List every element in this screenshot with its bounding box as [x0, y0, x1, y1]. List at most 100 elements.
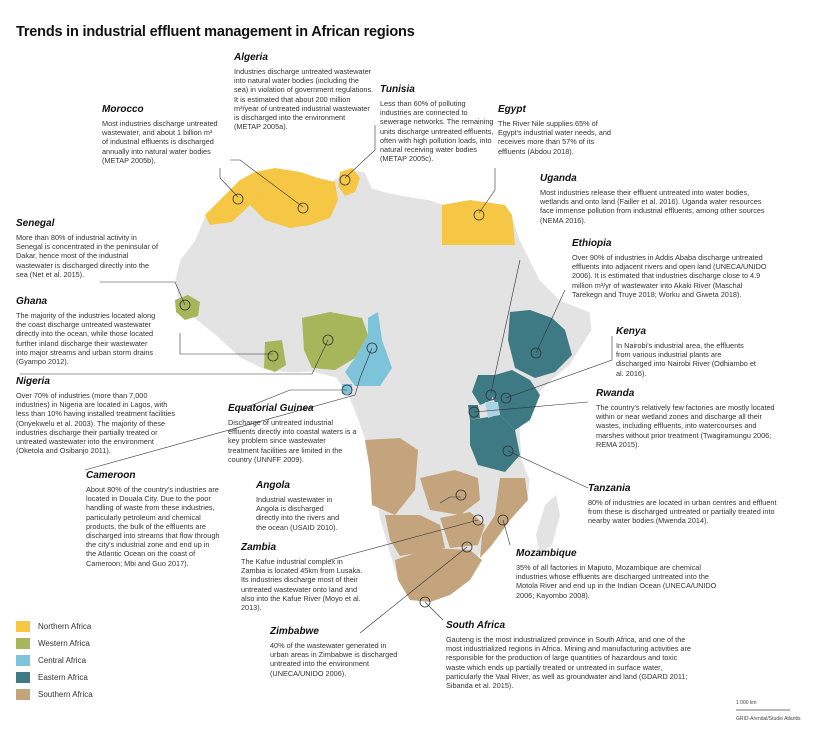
scale-label: 1 000 km — [736, 700, 757, 706]
marker-mozambique — [497, 514, 509, 526]
callout-senegal: Senegal More than 80% of industrial acti… — [16, 218, 161, 279]
leader-morocco — [219, 168, 239, 198]
callout-zambia-text: The Kafue industrial complex in Zambia i… — [241, 557, 363, 613]
callout-nigeria-name: Nigeria — [16, 376, 50, 387]
callout-tunisia-name: Tunisia — [380, 84, 415, 95]
callout-uganda: Uganda Most industries release their eff… — [540, 173, 775, 225]
legend-item-central-africa: Central Africa — [16, 652, 93, 669]
callout-south-africa: South Africa Gauteng is the most industr… — [446, 620, 691, 690]
marker-zambia — [472, 514, 484, 526]
callout-egypt-name: Egypt — [498, 104, 526, 115]
leader-eq-guinea — [239, 389, 347, 411]
callout-nigeria: Nigeria Over 70% of industries (more tha… — [16, 376, 181, 455]
leader-mozambique — [502, 519, 511, 546]
legend-item-northern-africa: Northern Africa — [16, 618, 93, 635]
madagascar — [536, 495, 560, 555]
callout-kenya-name: Kenya — [616, 326, 647, 337]
marker-egypt — [473, 209, 485, 221]
region-angola — [365, 438, 418, 515]
callout-kenya: Kenya In Nairobi's industrial area, the … — [616, 326, 756, 378]
callout-senegal-text: More than 80% of industrial activity in … — [16, 233, 158, 279]
marker-south-africa — [419, 596, 431, 608]
legend-label: Western Africa — [38, 639, 90, 648]
legend-label: Eastern Africa — [38, 673, 88, 682]
callout-eq-guinea-text: Discharge of untreated industrial efflue… — [228, 418, 357, 464]
legend: Northern Africa Western Africa Central A… — [16, 618, 93, 703]
page-title: Trends in industrial effluent management… — [16, 24, 415, 40]
callout-zimbabwe-name: Zimbabwe — [270, 626, 319, 637]
callout-angola-text: Industrial wastewater in Angola is disch… — [256, 495, 340, 532]
leader-rwanda — [473, 401, 589, 413]
callout-tanzania: Tanzania 80% of industries are located i… — [588, 483, 778, 526]
region-nigeria — [302, 312, 368, 370]
legend-swatch — [16, 638, 30, 649]
callout-morocco-name: Morocco — [102, 104, 144, 115]
marker-algeria — [297, 202, 309, 214]
legend-item-eastern-africa: Eastern Africa — [16, 669, 93, 686]
callout-rwanda: Rwanda The country's relatively few fact… — [596, 388, 776, 449]
marker-cameroon — [366, 342, 378, 354]
callout-uganda-text: Most industries release their effluent u… — [540, 188, 765, 225]
leader-angola — [439, 496, 461, 504]
callout-ghana-name: Ghana — [16, 296, 48, 307]
callout-south-africa-name: South Africa — [446, 620, 506, 631]
marker-zimbabwe — [461, 541, 473, 553]
callout-algeria-text: Industries discharge untreated wastewate… — [234, 67, 374, 132]
callout-cameroon-name: Cameroon — [86, 470, 136, 481]
callout-ghana-text: The majority of the industries located a… — [16, 311, 156, 367]
leader-uganda — [490, 259, 521, 394]
region-mozambique — [480, 478, 528, 558]
callout-tunisia: Tunisia Less than 60% of polluting indus… — [380, 84, 495, 163]
marker-tanzania — [502, 445, 514, 457]
marker-rwanda — [468, 406, 480, 418]
region-kenya — [492, 370, 540, 430]
region-zambia — [420, 470, 480, 515]
callout-ethiopia-name: Ethiopia — [572, 238, 612, 249]
leader-ghana — [179, 333, 273, 355]
callout-angola: Angola Industrial wastewater in Angola i… — [256, 480, 346, 532]
callout-zambia: Zambia The Kafue industrial complex in Z… — [241, 542, 369, 612]
callout-zimbabwe-text: 40% of the wastewater generated in urban… — [270, 641, 398, 678]
legend-swatch — [16, 689, 30, 700]
marker-ethiopia — [530, 347, 542, 359]
legend-swatch — [16, 655, 30, 666]
leader-lines — [20, 125, 613, 634]
callout-ethiopia-text: Over 90% of industries in Addis Ababa di… — [572, 253, 767, 299]
leader-algeria — [230, 159, 304, 208]
callout-morocco-text: Most industries discharge untreated wast… — [102, 119, 218, 165]
callout-mozambique: Mozambique 35% of all factories in Maput… — [516, 548, 731, 600]
callout-egypt-text: The River Nile supplies 65% of Egypt's i… — [498, 119, 611, 156]
marker-nigeria — [322, 334, 334, 346]
leader-kenya — [505, 336, 613, 399]
leader-nigeria — [20, 339, 329, 375]
region-morocco — [205, 172, 262, 225]
callout-cameroon-text: About 80% of the country's industries ar… — [86, 485, 220, 568]
callout-eq-guinea-name: Equatorial Guinea — [228, 403, 314, 414]
callout-tanzania-text: 80% of industries are located in urban c… — [588, 498, 777, 526]
leader-zimbabwe — [359, 546, 468, 634]
leader-egypt — [478, 168, 496, 214]
region-namibia-botswana — [385, 515, 445, 556]
callout-mozambique-text: 35% of all factories in Maputo, Mozambiq… — [516, 563, 717, 600]
location-markers — [179, 174, 542, 608]
callout-nigeria-text: Over 70% of industries (more than 7,000 … — [16, 391, 175, 456]
legend-swatch — [16, 621, 30, 632]
callout-algeria-name: Algeria — [234, 52, 268, 63]
callout-zimbabwe: Zimbabwe 40% of the wastewater generated… — [270, 626, 400, 678]
callout-senegal-name: Senegal — [16, 218, 55, 229]
region-south-africa — [395, 548, 482, 602]
lake-victoria — [485, 402, 500, 418]
callout-zambia-name: Zambia — [241, 542, 277, 553]
callout-eq-guinea: Equatorial Guinea Discharge of untreated… — [228, 403, 358, 464]
credit-text: GRID-Arendal/Studio Atlantis — [736, 716, 801, 722]
marker-angola — [455, 489, 467, 501]
region-algeria — [250, 168, 338, 228]
callout-rwanda-name: Rwanda — [596, 388, 635, 399]
callout-south-africa-text: Gauteng is the most industrialized provi… — [446, 635, 691, 691]
callout-angola-name: Angola — [256, 480, 290, 491]
region-eq-guinea — [342, 384, 352, 394]
legend-label: Northern Africa — [38, 622, 92, 631]
leader-senegal — [100, 281, 186, 306]
africa-landmass — [174, 167, 593, 603]
marker-senegal — [179, 299, 191, 311]
